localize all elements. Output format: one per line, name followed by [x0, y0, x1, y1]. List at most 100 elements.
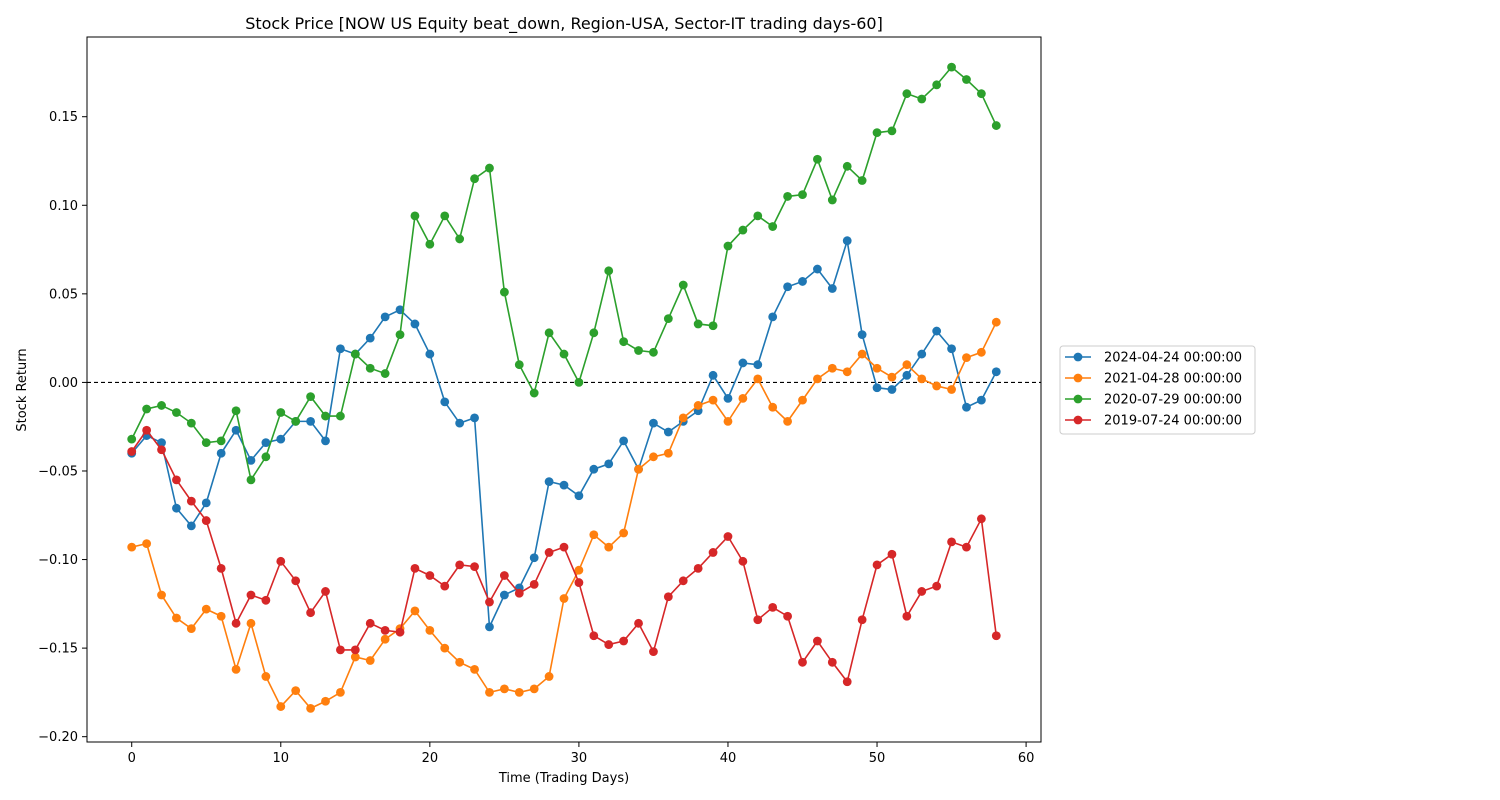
data-point-s1-2 [157, 590, 166, 600]
data-point-s3-11 [291, 576, 301, 586]
data-point-s3-25 [499, 571, 509, 580]
data-point-s2-50 [872, 128, 882, 138]
y-tick-label-3: −0.05 [38, 464, 78, 479]
y-axis-label: Stock Return [15, 348, 30, 431]
data-point-s1-38 [693, 401, 703, 410]
data-point-s1-41 [738, 393, 748, 403]
data-point-s2-0 [127, 434, 137, 444]
data-point-s2-36 [663, 314, 673, 324]
data-point-s1-42 [753, 374, 763, 384]
data-point-s3-50 [872, 560, 882, 570]
legend-marker-3 [1073, 415, 1083, 425]
data-point-s2-22 [455, 234, 465, 244]
y-tick-label-0: −0.20 [38, 730, 78, 745]
data-point-s1-55 [947, 385, 956, 394]
legend: 2024-04-24 00:00:00 2021-04-28 00:00:00 20… [1059, 345, 1256, 435]
data-point-s2-48 [842, 161, 852, 171]
data-point-s1-25 [499, 684, 509, 694]
data-point-s1-12 [306, 703, 315, 713]
data-point-s1-45 [798, 395, 807, 405]
data-point-s3-26 [514, 588, 524, 598]
data-point-s2-56 [962, 75, 971, 84]
data-point-s2-38 [693, 319, 703, 329]
data-point-s3-32 [604, 640, 614, 649]
data-point-s0-40 [723, 393, 733, 403]
x-tick-label-6: 60 [1018, 751, 1035, 766]
data-point-s2-42 [753, 211, 763, 221]
data-point-s1-28 [544, 672, 554, 681]
data-point-s2-31 [589, 328, 599, 338]
data-point-s0-47 [827, 284, 837, 293]
data-point-s3-33 [619, 636, 629, 646]
data-point-s0-33 [619, 436, 629, 446]
data-point-s1-31 [589, 530, 599, 540]
data-point-s1-49 [857, 349, 867, 359]
data-point-s1-33 [619, 528, 629, 538]
data-point-s2-23 [470, 174, 479, 184]
legend-marker-0 [1073, 352, 1083, 362]
legend-label-2: 2020-07-29 00:00:00 [1104, 393, 1242, 408]
data-point-s2-18 [395, 330, 405, 339]
data-point-s1-24 [485, 688, 494, 697]
data-point-s3-49 [857, 615, 867, 625]
data-point-s3-55 [947, 537, 956, 547]
data-point-s0-19 [410, 319, 420, 329]
data-point-s0-54 [932, 326, 942, 336]
data-point-s3-54 [932, 581, 942, 591]
legend-label-1: 2021-04-28 00:00:00 [1104, 372, 1242, 387]
data-point-s2-49 [857, 176, 867, 185]
series-line-0 [131, 240, 997, 630]
data-point-s0-55 [947, 344, 956, 354]
data-point-s3-6 [216, 564, 226, 573]
data-point-s3-42 [753, 615, 763, 625]
data-point-s2-1 [142, 404, 152, 414]
data-point-s2-11 [291, 416, 301, 426]
data-point-s2-28 [544, 328, 554, 338]
data-point-s0-6 [216, 448, 226, 458]
data-point-s0-2 [157, 438, 166, 448]
data-point-s3-21 [440, 581, 450, 591]
data-point-s2-26 [514, 360, 524, 370]
y-tick-label-2: −0.10 [38, 553, 78, 568]
data-point-s0-58 [991, 367, 1001, 377]
data-point-s0-35 [649, 418, 658, 428]
data-point-s2-41 [738, 225, 748, 235]
data-point-s0-23 [470, 413, 479, 423]
series-line-1 [131, 321, 997, 710]
data-point-s2-29 [559, 349, 569, 359]
data-point-s2-37 [678, 280, 688, 290]
data-point-s2-13 [321, 411, 330, 421]
data-point-s3-9 [261, 595, 271, 605]
legend-marker-2 [1073, 394, 1083, 404]
data-point-s0-27 [529, 553, 539, 563]
data-point-s2-43 [768, 222, 778, 231]
data-point-s1-32 [604, 542, 614, 552]
data-point-s2-24 [485, 163, 494, 173]
data-point-s3-18 [395, 627, 405, 637]
data-point-s2-19 [410, 211, 420, 221]
data-point-s0-3 [172, 503, 181, 513]
data-point-s3-13 [321, 587, 330, 596]
data-point-s2-17 [380, 369, 390, 378]
data-point-s1-56 [962, 353, 971, 363]
data-point-s1-0 [127, 542, 137, 552]
data-point-s1-44 [783, 416, 792, 426]
data-point-s2-9 [261, 452, 271, 462]
data-point-s2-30 [574, 378, 584, 387]
data-point-s2-53 [917, 94, 927, 104]
data-point-s0-22 [455, 418, 465, 428]
data-point-s3-39 [708, 548, 718, 557]
data-point-s1-50 [872, 363, 882, 373]
data-point-s1-4 [186, 624, 196, 634]
data-point-s2-2 [157, 401, 166, 410]
data-point-s1-54 [932, 381, 942, 391]
data-point-s3-56 [962, 542, 971, 552]
data-point-s2-32 [604, 266, 614, 276]
data-point-s1-21 [440, 643, 450, 653]
data-point-s2-4 [186, 418, 196, 428]
data-point-s0-57 [976, 395, 986, 405]
data-point-s1-23 [470, 664, 479, 674]
data-point-s1-46 [813, 374, 822, 384]
data-point-s3-48 [842, 677, 852, 687]
